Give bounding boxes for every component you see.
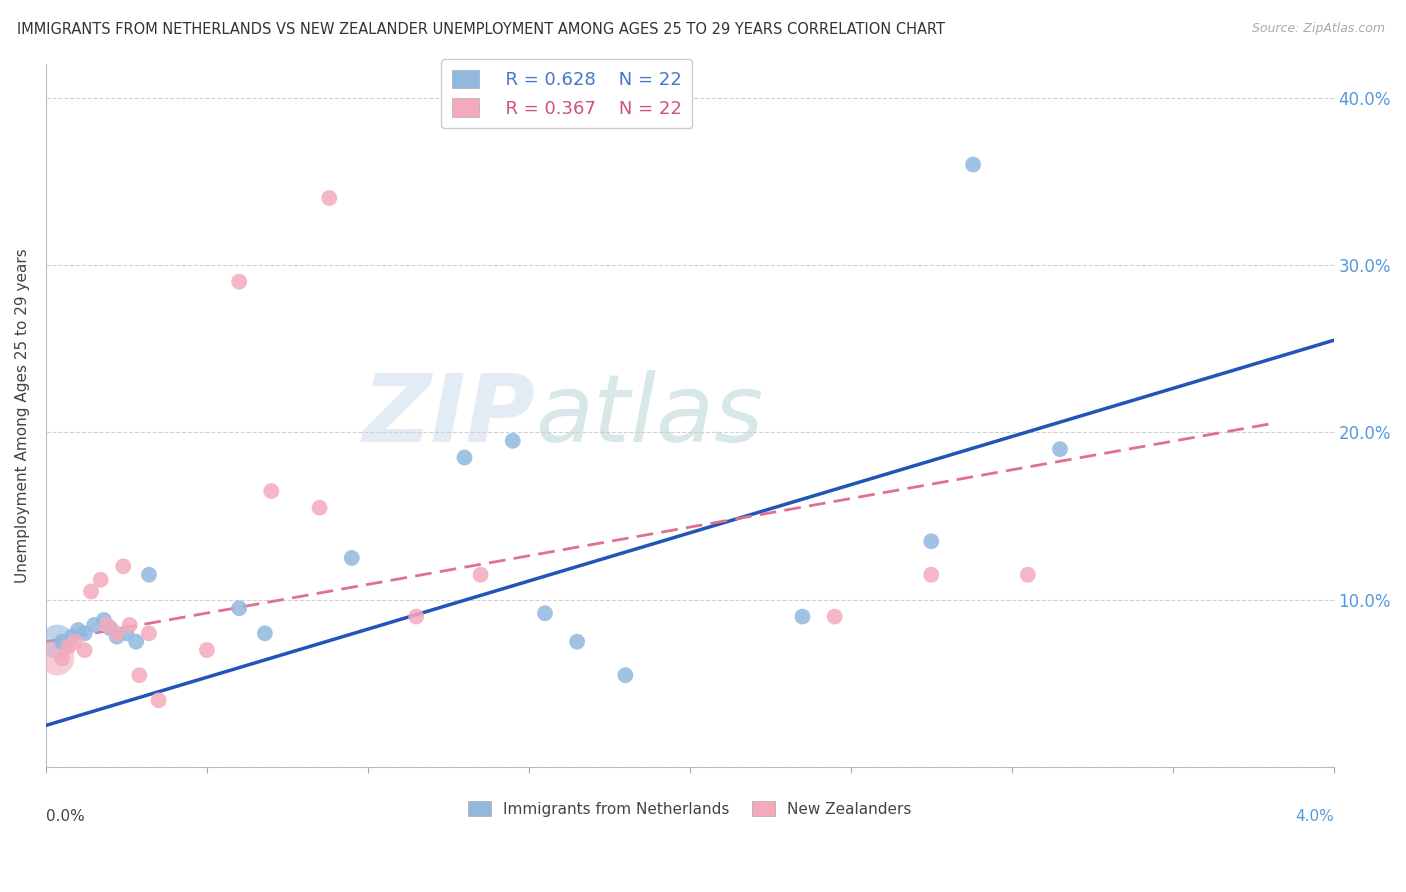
Point xyxy=(51,634,73,648)
Text: 0.0%: 0.0% xyxy=(46,809,84,824)
Point xyxy=(228,275,250,289)
Point xyxy=(195,643,218,657)
Point xyxy=(962,157,984,171)
Point xyxy=(253,626,276,640)
Point xyxy=(67,623,90,637)
Point xyxy=(405,609,427,624)
Point xyxy=(260,483,283,498)
Text: IMMIGRANTS FROM NETHERLANDS VS NEW ZEALANDER UNEMPLOYMENT AMONG AGES 25 TO 29 YE: IMMIGRANTS FROM NETHERLANDS VS NEW ZEALA… xyxy=(17,22,945,37)
Point xyxy=(46,634,69,648)
Point xyxy=(138,567,160,582)
Point xyxy=(228,601,250,615)
Point xyxy=(308,500,330,515)
Point xyxy=(920,567,942,582)
Point xyxy=(83,618,105,632)
Point xyxy=(470,567,492,582)
Point xyxy=(118,618,141,632)
Point xyxy=(920,534,942,549)
Point xyxy=(98,621,121,635)
Point xyxy=(125,634,148,648)
Point xyxy=(73,643,96,657)
Point xyxy=(46,651,69,665)
Point xyxy=(63,634,86,648)
Point xyxy=(60,630,83,644)
Point xyxy=(96,618,118,632)
Point xyxy=(792,609,814,624)
Point xyxy=(502,434,524,448)
Point xyxy=(1017,567,1039,582)
Point xyxy=(318,191,340,205)
Point xyxy=(1049,442,1071,457)
Point xyxy=(340,551,363,566)
Text: atlas: atlas xyxy=(536,370,763,461)
Point xyxy=(614,668,637,682)
Point xyxy=(115,626,138,640)
Point xyxy=(112,559,135,574)
Point xyxy=(80,584,103,599)
Point xyxy=(90,573,112,587)
Point xyxy=(128,668,150,682)
Point xyxy=(58,640,80,654)
Legend: Immigrants from Netherlands, New Zealanders: Immigrants from Netherlands, New Zealand… xyxy=(461,795,918,823)
Point xyxy=(51,651,73,665)
Point xyxy=(824,609,846,624)
Text: 4.0%: 4.0% xyxy=(1295,809,1334,824)
Point xyxy=(148,693,170,707)
Y-axis label: Unemployment Among Ages 25 to 29 years: Unemployment Among Ages 25 to 29 years xyxy=(15,248,30,583)
Point xyxy=(105,626,128,640)
Point xyxy=(453,450,475,465)
Point xyxy=(534,606,557,620)
Point xyxy=(565,634,588,648)
Point xyxy=(93,613,115,627)
Text: ZIP: ZIP xyxy=(363,369,536,462)
Point xyxy=(73,626,96,640)
Point xyxy=(138,626,160,640)
Point xyxy=(105,630,128,644)
Text: Source: ZipAtlas.com: Source: ZipAtlas.com xyxy=(1251,22,1385,36)
